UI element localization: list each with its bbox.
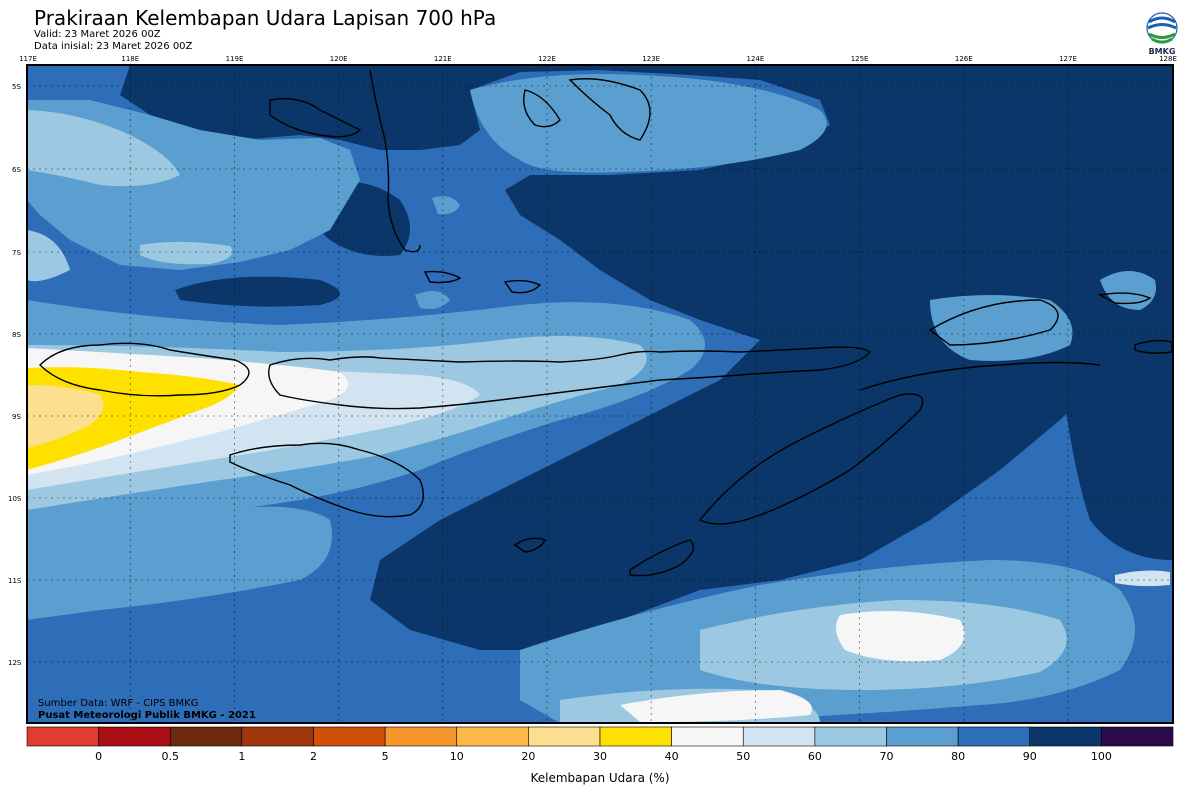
lon-label: 122E: [538, 55, 556, 63]
rh-medium-lombok-patch: [415, 291, 450, 309]
rh-dark-east-bay: [1060, 300, 1173, 560]
rh-light-7s: [140, 241, 233, 265]
lon-label: 123E: [642, 55, 660, 63]
coast-sumba: [229, 442, 424, 518]
svg-text:BMKG: BMKG: [1149, 47, 1176, 56]
lat-label: 8S: [12, 331, 21, 339]
lat-label: 7S: [12, 249, 21, 257]
rh-light-se-patch: [1115, 570, 1170, 587]
bmkg-logo-icon: BMKG: [1146, 12, 1178, 56]
lat-label: 5S: [12, 83, 21, 91]
lon-label: 117E: [19, 55, 37, 63]
coast-tanahjampea: [423, 270, 462, 284]
rh-medium-southwest: [27, 506, 332, 620]
lat-label: 9S: [12, 413, 21, 421]
rh-verylight-south-bottom: [620, 690, 812, 722]
longitude-labels: 117E 118E 119E 120E 121E 122E 123E 124E …: [19, 55, 1177, 63]
coast-selayar: [503, 279, 542, 294]
lat-label: 10S: [8, 495, 22, 503]
rh-paleyellow-west: [27, 385, 104, 448]
latitude-labels: 5S 6S 7S 8S 9S 10S 11S 12S: [8, 83, 22, 667]
lon-label: 125E: [851, 55, 869, 63]
rh-light-north-west: [27, 110, 180, 187]
lon-label: 120E: [330, 55, 348, 63]
coast-timor: [698, 393, 924, 525]
coast-timor-leste: [928, 299, 1059, 346]
lon-label: 118E: [121, 55, 139, 63]
lon-label: 124E: [747, 55, 765, 63]
coast-buton: [523, 89, 561, 128]
rh-dark-northeast: [370, 65, 1173, 650]
rh-dark-7s: [175, 276, 340, 307]
lon-label: 128E: [1159, 55, 1177, 63]
rh-light-west-9s: [27, 230, 70, 282]
lon-label: 126E: [955, 55, 973, 63]
coast-roti: [629, 539, 694, 577]
coast-west-islands: [269, 98, 362, 138]
init-time: Data inisial: 23 Maret 2026 00Z: [34, 41, 193, 52]
coast-sawu: [513, 537, 546, 553]
coast-banggai: [568, 78, 651, 141]
map-frame: [26, 64, 1174, 724]
graticule: [27, 65, 1173, 723]
valid-time: Valid: 23 Maret 2026 00Z: [34, 29, 161, 40]
lat-label: 12S: [8, 659, 22, 667]
humidity-map: 117E 118E 119E 120E 121E 122E 123E 124E …: [8, 55, 1177, 724]
legend-title: Kelembapan Udara (%): [530, 771, 670, 785]
coast-wetar: [1097, 292, 1152, 305]
lat-label: 11S: [8, 577, 22, 585]
rh-medium-east-8s: [1100, 271, 1156, 310]
rh-dark-north-band: [120, 65, 480, 150]
lon-label: 119E: [226, 55, 244, 63]
coastlines: [39, 69, 1173, 577]
coast-timor-line: [859, 361, 1101, 391]
rh-verylight-south: [836, 611, 965, 662]
rh-medium-6s-dot: [432, 196, 460, 215]
lat-label: 6S: [12, 166, 21, 174]
credit-source: Sumber Data: WRF - CIPS BMKG: [38, 698, 199, 709]
lon-label: 127E: [1059, 55, 1077, 63]
humidity-field: [27, 65, 1173, 723]
credit-center: Pusat Meteorologi Publik BMKG - 2021: [38, 710, 256, 721]
coast-lombok-sumbawa: [39, 342, 250, 397]
coast-sulawesi-arm: [369, 69, 421, 253]
lon-label: 121E: [434, 55, 452, 63]
coast-sumbawa-flores: [268, 346, 872, 410]
map-title: Prakiraan Kelembapan Udara Lapisan 700 h…: [34, 6, 497, 30]
